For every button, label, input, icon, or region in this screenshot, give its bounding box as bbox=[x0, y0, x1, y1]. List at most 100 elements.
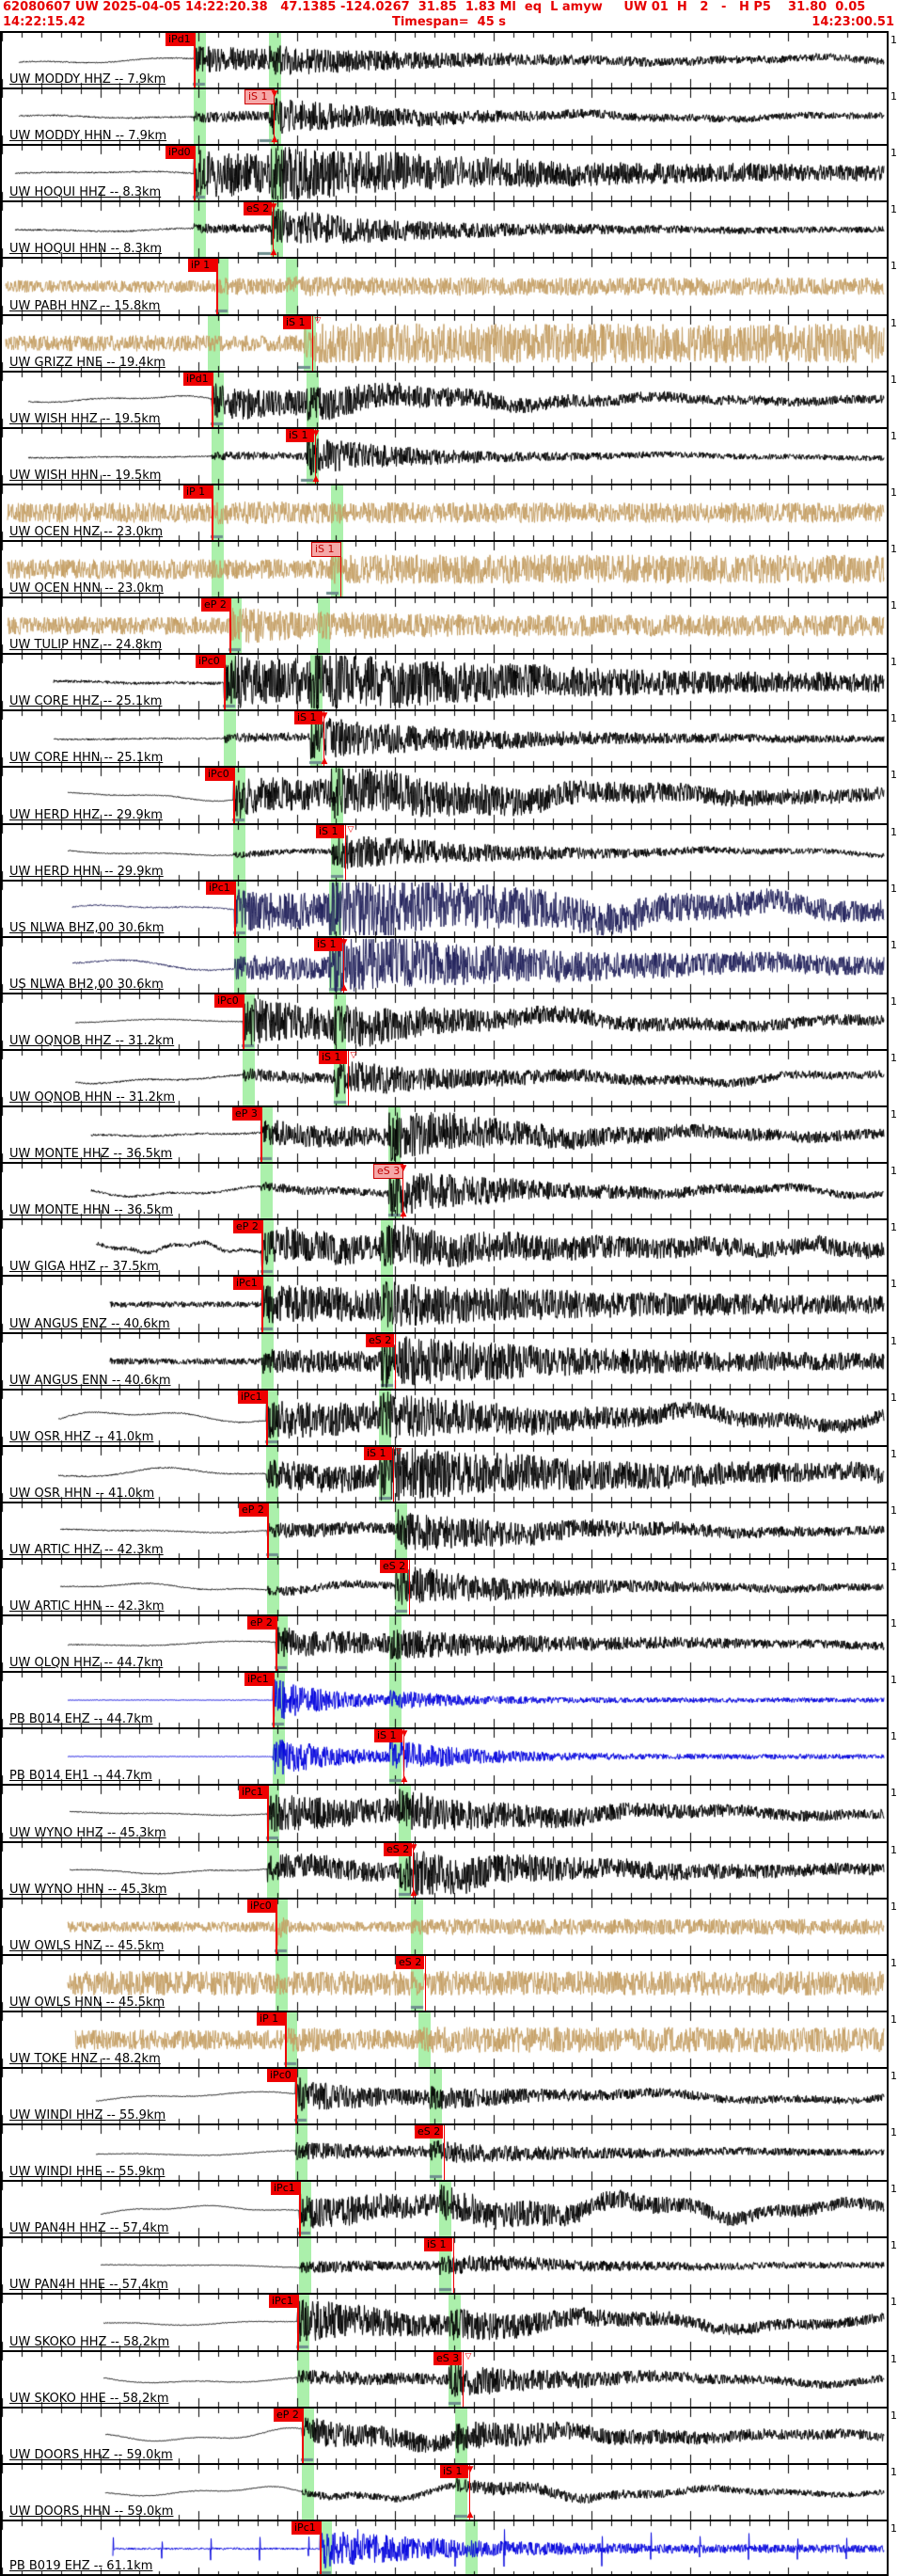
p-pick-line[interactable] bbox=[234, 882, 236, 936]
waveform-canvas[interactable] bbox=[2, 938, 887, 993]
pick-flag[interactable]: eS 2 bbox=[380, 1560, 409, 1573]
pick-flag[interactable]: iS 1 bbox=[374, 1729, 402, 1742]
p-pick-line[interactable] bbox=[261, 1277, 263, 1332]
trace-panel[interactable]: iPc0 UW OQNOB HHZ -- 31.2km 1 bbox=[0, 993, 897, 1049]
pick-flag[interactable]: iPc1 bbox=[271, 2182, 299, 2195]
waveform-canvas[interactable] bbox=[2, 2521, 887, 2576]
pick-flag[interactable]: eS 2 bbox=[244, 202, 273, 215]
pick-flag[interactable]: iS 1 bbox=[283, 316, 311, 329]
trace-panel[interactable]: iPd1 UW MODDY HHZ -- 7.9km 1 bbox=[0, 31, 897, 87]
trace-panel[interactable]: iS 1 ▼ ▲ UW DOORS HHN -- 59.0km 1 bbox=[0, 2463, 897, 2520]
p-pick-line[interactable] bbox=[273, 1673, 275, 1727]
trace-panel[interactable]: iPc1 UW ANGUS ENZ -- 40.6km 1 bbox=[0, 1275, 897, 1332]
waveform-canvas[interactable] bbox=[2, 1277, 887, 1332]
pick-flag[interactable]: eP 2 bbox=[233, 1220, 261, 1233]
trace-panel[interactable]: iPc1 UW SKOKO HHZ -- 58.2km 1 bbox=[0, 2293, 897, 2350]
waveform-canvas[interactable] bbox=[2, 1503, 887, 1558]
waveform-canvas[interactable] bbox=[2, 1729, 887, 1784]
pick-flag[interactable]: iPc0 bbox=[205, 768, 233, 781]
trace-panel[interactable]: iS 1 UW PAN4H HHE -- 57.4km 1 bbox=[0, 2236, 897, 2293]
waveform-canvas[interactable] bbox=[2, 1560, 887, 1614]
trace-panel[interactable]: iS 1 ▽ UW GRIZZ HNE -- 19.4km 1 bbox=[0, 314, 897, 371]
waveform-canvas[interactable] bbox=[2, 1051, 887, 1105]
p-pick-line[interactable] bbox=[260, 1107, 262, 1162]
s-pick-line[interactable] bbox=[463, 2352, 464, 2407]
pick-flag[interactable]: iS 1 bbox=[316, 825, 344, 838]
p-pick-line[interactable] bbox=[212, 485, 213, 540]
waveform-canvas[interactable] bbox=[2, 146, 887, 200]
pick-flag[interactable]: iP 1 bbox=[188, 259, 216, 272]
trace-panel[interactable]: eP 2 UW DOORS HHZ -- 59.0km 1 bbox=[0, 2407, 897, 2463]
s-pick-line[interactable] bbox=[425, 1956, 426, 2011]
trace-panel[interactable]: iPd0 UW HOQUI HHZ -- 8.3km 1 bbox=[0, 144, 897, 200]
waveform-canvas[interactable] bbox=[2, 1107, 887, 1162]
pick-flag[interactable]: iPc1 bbox=[238, 1391, 266, 1404]
pick-flag[interactable]: iPd0 bbox=[165, 146, 194, 159]
p-pick-line[interactable] bbox=[261, 1220, 263, 1275]
trace-panel[interactable]: eS 3 ▼ ▲ UW MONTE HHN -- 36.5km 1 bbox=[0, 1162, 897, 1218]
s-pick-line[interactable] bbox=[340, 542, 341, 596]
trace-panel[interactable]: eP 2 UW ARTIC HHZ -- 42.3km 1 bbox=[0, 1502, 897, 1558]
p-pick-line[interactable] bbox=[267, 1503, 269, 1558]
pick-flag[interactable]: eS 2 bbox=[366, 1334, 395, 1347]
waveform-canvas[interactable] bbox=[2, 89, 887, 144]
waveform-canvas[interactable] bbox=[2, 1843, 887, 1898]
pick-flag[interactable]: iS 1 bbox=[311, 542, 341, 557]
pick-flag[interactable]: iPc0 bbox=[267, 2069, 295, 2082]
s-pick-line[interactable] bbox=[274, 89, 275, 144]
trace-panel[interactable]: eS 2 ▼ ▲ UW WYNO HHN -- 45.3km 1 bbox=[0, 1841, 897, 1898]
trace-panel[interactable]: eP 3 UW MONTE HHZ -- 36.5km 1 bbox=[0, 1105, 897, 1162]
waveform-canvas[interactable] bbox=[2, 1334, 887, 1389]
pick-flag[interactable]: eS 2 bbox=[415, 2125, 444, 2139]
trace-panel[interactable]: iPc1 UW OSR HHZ -- 41.0km 1 bbox=[0, 1389, 897, 1445]
trace-panel[interactable]: iP 1 UW PABH HNZ -- 15.8km 1 bbox=[0, 257, 897, 314]
pick-flag[interactable]: eS 2 bbox=[384, 1843, 413, 1856]
waveform-canvas[interactable] bbox=[2, 655, 887, 709]
p-pick-line[interactable] bbox=[216, 259, 218, 314]
s-pick-line[interactable] bbox=[393, 1447, 394, 1502]
pick-flag[interactable]: eS 3 bbox=[373, 1164, 404, 1179]
s-pick-line[interactable] bbox=[409, 1560, 410, 1614]
p-pick-line[interactable] bbox=[194, 146, 196, 200]
s-pick-line[interactable] bbox=[345, 825, 346, 880]
trace-panel[interactable]: iS 1 ▽ UW HERD HHN -- 29.9km 1 bbox=[0, 823, 897, 880]
waveform-canvas[interactable] bbox=[2, 994, 887, 1049]
trace-panel[interactable]: iS 1 ▽ UW OSR HHN -- 41.0km 1 bbox=[0, 1445, 897, 1502]
waveform-canvas[interactable] bbox=[2, 373, 887, 427]
trace-panel[interactable]: eS 2 UW ANGUS ENN -- 40.6km 1 bbox=[0, 1332, 897, 1389]
pick-flag[interactable]: iP 1 bbox=[257, 2012, 285, 2026]
trace-panel[interactable]: eP 2 UW OLQN HHZ -- 44.7km 1 bbox=[0, 1614, 897, 1671]
trace-panel[interactable]: iS 1 ▼ ▲ US NLWA BH2,00 30.6km 1 bbox=[0, 936, 897, 993]
p-pick-line[interactable] bbox=[297, 2295, 299, 2350]
p-pick-line[interactable] bbox=[276, 1616, 277, 1671]
p-pick-line[interactable] bbox=[285, 2012, 287, 2067]
p-pick-line[interactable] bbox=[243, 994, 244, 1049]
pick-flag[interactable]: iPc0 bbox=[214, 994, 243, 1008]
waveform-canvas[interactable] bbox=[2, 882, 887, 936]
s-pick-line[interactable] bbox=[348, 1051, 349, 1105]
pick-flag[interactable]: eS 3 bbox=[433, 2352, 463, 2365]
p-pick-line[interactable] bbox=[299, 2182, 301, 2236]
trace-panel[interactable]: iPc1 UW PAN4H HHZ -- 57.4km 1 bbox=[0, 2180, 897, 2236]
waveform-canvas[interactable] bbox=[2, 1220, 887, 1275]
pick-flag[interactable]: eP 2 bbox=[247, 1616, 276, 1630]
pick-flag[interactable]: iPc1 bbox=[206, 882, 234, 895]
pick-flag[interactable]: iPd1 bbox=[183, 373, 212, 386]
p-pick-line[interactable] bbox=[229, 598, 231, 653]
waveform-canvas[interactable] bbox=[2, 1673, 887, 1727]
trace-panel[interactable]: iPc0 UW WINDI HHZ -- 55.9km 1 bbox=[0, 2067, 897, 2123]
trace-panel[interactable]: iS 1 ▼ ▲ UW CORE HHN -- 25.1km 1 bbox=[0, 709, 897, 766]
pick-flag[interactable]: eP 3 bbox=[232, 1107, 260, 1121]
waveform-canvas[interactable] bbox=[2, 2409, 887, 2463]
waveform-canvas[interactable] bbox=[2, 259, 887, 314]
s-pick-line[interactable] bbox=[403, 1729, 404, 1784]
pick-flag[interactable]: iP 1 bbox=[183, 485, 212, 499]
trace-panel[interactable]: eS 2 UW WINDI HHE -- 55.9km 1 bbox=[0, 2123, 897, 2180]
p-pick-line[interactable] bbox=[295, 2069, 297, 2123]
waveform-canvas[interactable] bbox=[2, 202, 887, 257]
waveform-canvas[interactable] bbox=[2, 2295, 887, 2350]
pick-flag[interactable]: iS 1 bbox=[319, 1051, 347, 1064]
s-pick-line[interactable] bbox=[343, 938, 344, 993]
pick-flag[interactable]: iS 1 bbox=[440, 2465, 468, 2478]
pick-flag[interactable]: eP 2 bbox=[201, 598, 229, 612]
